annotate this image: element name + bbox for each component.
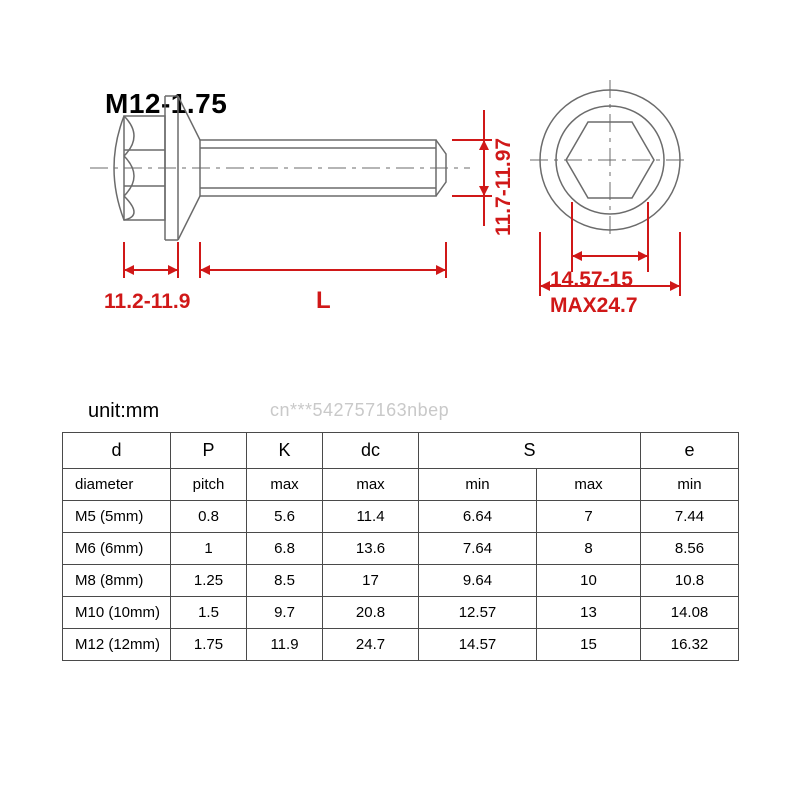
table-subheader-row: diameter pitch max max min max min (63, 469, 739, 501)
col-d: d (63, 433, 171, 469)
cell: 13 (537, 597, 641, 629)
dim-length-l: L (316, 287, 331, 314)
cell: 5.6 (247, 501, 323, 533)
cell: M5 (5mm) (63, 501, 171, 533)
watermark: cn***542757163nbep (270, 400, 449, 421)
table-header-row: d P K dc S e (63, 433, 739, 469)
sub-k-max: max (247, 469, 323, 501)
cell: 16.32 (641, 629, 739, 661)
col-dc: dc (323, 433, 419, 469)
dim-head-k: 11.2-11.9 (104, 290, 190, 313)
cell: 14.57 (419, 629, 537, 661)
dim-thread-d: 11.7-11.97 (492, 138, 515, 236)
cell: 1.25 (171, 565, 247, 597)
cell: 1 (171, 533, 247, 565)
cell: 7.64 (419, 533, 537, 565)
bolt-diagram: 11.2-11.9 L 11.7-11.97 (90, 60, 710, 340)
cell: 9.7 (247, 597, 323, 629)
table-row: M6 (6mm) 1 6.8 13.6 7.64 8 8.56 (63, 533, 739, 565)
cell: 9.64 (419, 565, 537, 597)
cell: 11.4 (323, 501, 419, 533)
sub-pitch: pitch (171, 469, 247, 501)
dim-across-flats-s: 14.57-15 (550, 268, 633, 291)
col-p: P (171, 433, 247, 469)
cell: 13.6 (323, 533, 419, 565)
cell: 0.8 (171, 501, 247, 533)
cell: 7.44 (641, 501, 739, 533)
cell: 1.75 (171, 629, 247, 661)
cell: 17 (323, 565, 419, 597)
table-row: M5 (5mm) 0.8 5.6 11.4 6.64 7 7.44 (63, 501, 739, 533)
cell: 14.08 (641, 597, 739, 629)
cell: 20.8 (323, 597, 419, 629)
cell: M10 (10mm) (63, 597, 171, 629)
col-k: K (247, 433, 323, 469)
cell: 12.57 (419, 597, 537, 629)
sub-diameter: diameter (63, 469, 171, 501)
spec-table: d P K dc S e diameter pitch max max min … (62, 432, 739, 661)
cell: 6.8 (247, 533, 323, 565)
cell: 8 (537, 533, 641, 565)
cell: 8.5 (247, 565, 323, 597)
sub-e-min: min (641, 469, 739, 501)
cell: M6 (6mm) (63, 533, 171, 565)
col-e: e (641, 433, 739, 469)
cell: 1.5 (171, 597, 247, 629)
cell: 11.9 (247, 629, 323, 661)
sub-s-min: min (419, 469, 537, 501)
cell: 10 (537, 565, 641, 597)
table-row: M12 (12mm) 1.75 11.9 24.7 14.57 15 16.32 (63, 629, 739, 661)
sub-dc-max: max (323, 469, 419, 501)
dim-flange-dc: MAX24.7 (550, 294, 638, 317)
cell: 6.64 (419, 501, 537, 533)
table-row: M8 (8mm) 1.25 8.5 17 9.64 10 10.8 (63, 565, 739, 597)
cell: M8 (8mm) (63, 565, 171, 597)
cell: 7 (537, 501, 641, 533)
cell: 15 (537, 629, 641, 661)
cell: 24.7 (323, 629, 419, 661)
cell: 10.8 (641, 565, 739, 597)
unit-label: unit:mm (88, 400, 159, 423)
cell: 8.56 (641, 533, 739, 565)
cell: M12 (12mm) (63, 629, 171, 661)
sub-s-max: max (537, 469, 641, 501)
table-row: M10 (10mm) 1.5 9.7 20.8 12.57 13 14.08 (63, 597, 739, 629)
col-s: S (419, 433, 641, 469)
